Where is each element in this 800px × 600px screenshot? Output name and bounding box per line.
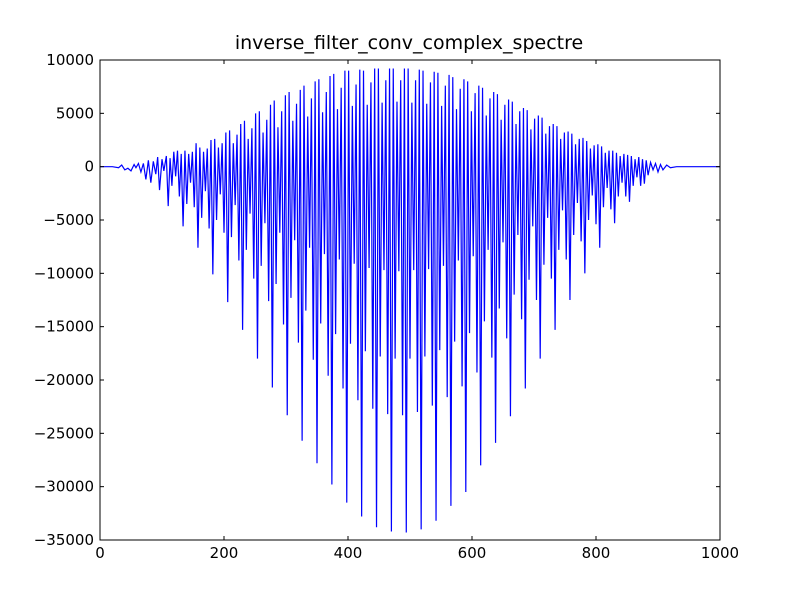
x-tick-label: 1000: [701, 544, 739, 562]
y-tick-label: −20000: [34, 371, 94, 389]
y-tick-label: −25000: [34, 424, 94, 442]
x-tick-label: 0: [95, 544, 105, 562]
x-tick-label: 400: [334, 544, 363, 562]
chart-title: inverse_filter_conv_complex_spectre: [235, 32, 583, 54]
y-tick-label: 5000: [56, 104, 94, 122]
x-tick-label: 200: [210, 544, 239, 562]
series-line-0: [100, 68, 720, 533]
y-tick-label: −35000: [34, 531, 94, 549]
x-tick-label: 800: [582, 544, 611, 562]
x-tick-label: 600: [458, 544, 487, 562]
y-tick-label: 0: [84, 158, 94, 176]
axes: 0 200 400 600 800 1000 10000 5000 0 −5000 −10000 −1…: [34, 51, 739, 562]
y-tick-label: −30000: [34, 478, 94, 496]
plot-area: [100, 68, 720, 533]
y-tick-label: −10000: [34, 264, 94, 282]
y-tick-label: 10000: [46, 51, 94, 69]
y-tick-label: −5000: [43, 211, 94, 229]
y-tick-label: −15000: [34, 318, 94, 336]
plot-frame: [99, 59, 721, 541]
